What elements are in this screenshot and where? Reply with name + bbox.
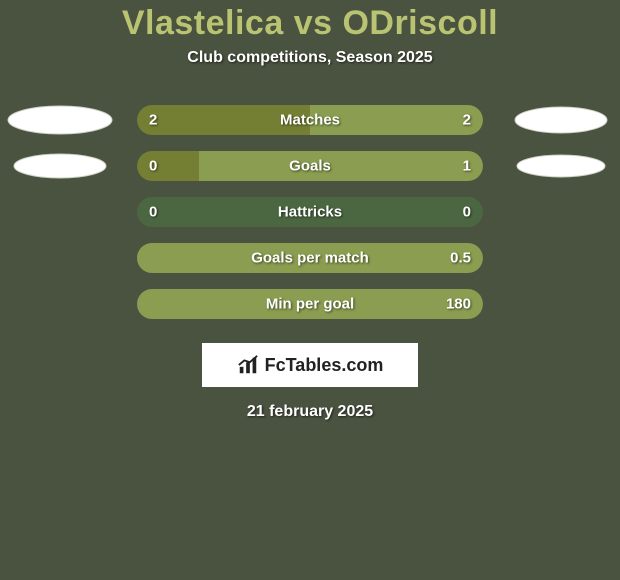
bar-fill-left [137, 151, 199, 181]
stat-right-value: 1 [463, 158, 471, 175]
stat-label: Goals per match [251, 250, 369, 267]
left-avatar-slot [2, 153, 117, 179]
footer-date: 21 february 2025 [247, 403, 373, 421]
stat-label: Goals [289, 158, 331, 175]
stat-row: Goals per match 0.5 [0, 243, 620, 273]
page-subtitle: Club competitions, Season 2025 [187, 49, 432, 67]
stat-row: 0 Goals 1 [0, 151, 620, 181]
stat-left-value: 0 [149, 204, 157, 221]
stat-left-value: 0 [149, 158, 157, 175]
player-avatar-icon [7, 105, 113, 135]
stat-row: 0 Hattricks 0 [0, 197, 620, 227]
stat-right-value: 180 [446, 296, 471, 313]
stat-label: Matches [280, 112, 340, 129]
right-avatar-slot [503, 154, 618, 178]
stat-right-value: 0 [463, 204, 471, 221]
right-avatar-slot [503, 106, 618, 134]
comparison-chart: 2 Matches 2 0 Goals 1 0 Hattricks 0 Goals per mat… [0, 105, 620, 319]
stat-left-value: 2 [149, 112, 157, 129]
player-avatar-icon [514, 106, 608, 134]
stat-bar: 0 Hattricks 0 [137, 197, 483, 227]
stat-bar: Goals per match 0.5 [137, 243, 483, 273]
bar-chart-icon [237, 354, 259, 376]
page-title: Vlastelica vs ODriscoll [122, 4, 498, 43]
page-root: Vlastelica vs ODriscoll Club competition… [0, 0, 620, 580]
player-avatar-icon [516, 154, 606, 178]
stat-label: Hattricks [278, 204, 342, 221]
stat-right-value: 2 [463, 112, 471, 129]
left-avatar-slot [2, 105, 117, 135]
footer-brand-text: FcTables.com [265, 355, 384, 376]
bar-fill-right [199, 151, 483, 181]
stat-bar: 0 Goals 1 [137, 151, 483, 181]
stat-right-value: 0.5 [450, 250, 471, 267]
player-avatar-icon [13, 153, 107, 179]
stat-bar: Min per goal 180 [137, 289, 483, 319]
stat-label: Min per goal [266, 296, 354, 313]
footer-logo: FcTables.com [202, 343, 418, 387]
stat-row: 2 Matches 2 [0, 105, 620, 135]
stat-row: Min per goal 180 [0, 289, 620, 319]
stat-bar: 2 Matches 2 [137, 105, 483, 135]
